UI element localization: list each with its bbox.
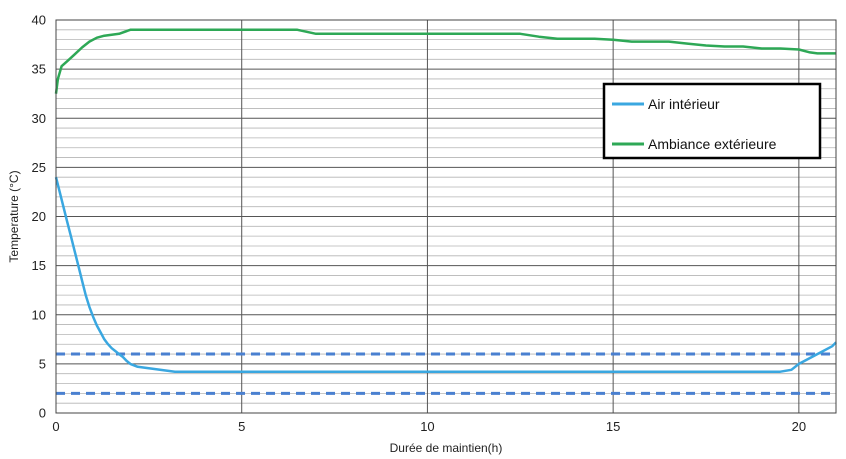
x-axis-label: Durée de maintien(h) bbox=[390, 441, 503, 455]
grid bbox=[55, 19, 836, 414]
y-tick-label: 40 bbox=[32, 13, 46, 28]
series-line-0 bbox=[54, 176, 837, 373]
x-tick-label: 5 bbox=[238, 419, 245, 434]
legend-label-air-interieur: Air intérieur bbox=[648, 96, 720, 112]
y-tick-label: 20 bbox=[32, 209, 46, 224]
x-tick-label: 20 bbox=[792, 419, 806, 434]
y-tick-label: 5 bbox=[39, 356, 46, 371]
y-tick-label: 30 bbox=[32, 111, 46, 126]
x-tick-label: 0 bbox=[52, 419, 59, 434]
y-tick-label: 0 bbox=[39, 406, 46, 421]
x-tick-label: 10 bbox=[420, 419, 434, 434]
y-axis-label: Temperature (°C) bbox=[7, 170, 21, 262]
series-group bbox=[54, 28, 837, 373]
legend-label-ambiance-exterieure: Ambiance extérieure bbox=[648, 136, 777, 152]
reference-lines bbox=[56, 352, 836, 395]
x-tick-label: 15 bbox=[606, 419, 620, 434]
x-axis-ticks: 0 5 10 15 20 bbox=[52, 419, 806, 434]
y-tick-label: 15 bbox=[32, 258, 46, 273]
y-tick-label: 25 bbox=[32, 160, 46, 175]
y-tick-label: 10 bbox=[32, 307, 46, 322]
legend-box bbox=[602, 82, 822, 160]
legend: Air intérieur Ambiance extérieure bbox=[602, 82, 822, 160]
y-tick-label: 35 bbox=[32, 62, 46, 77]
series-line-1 bbox=[54, 28, 836, 94]
y-axis-ticks: 0 5 10 15 20 25 30 35 40 bbox=[32, 13, 46, 421]
plot-frame bbox=[55, 19, 837, 414]
